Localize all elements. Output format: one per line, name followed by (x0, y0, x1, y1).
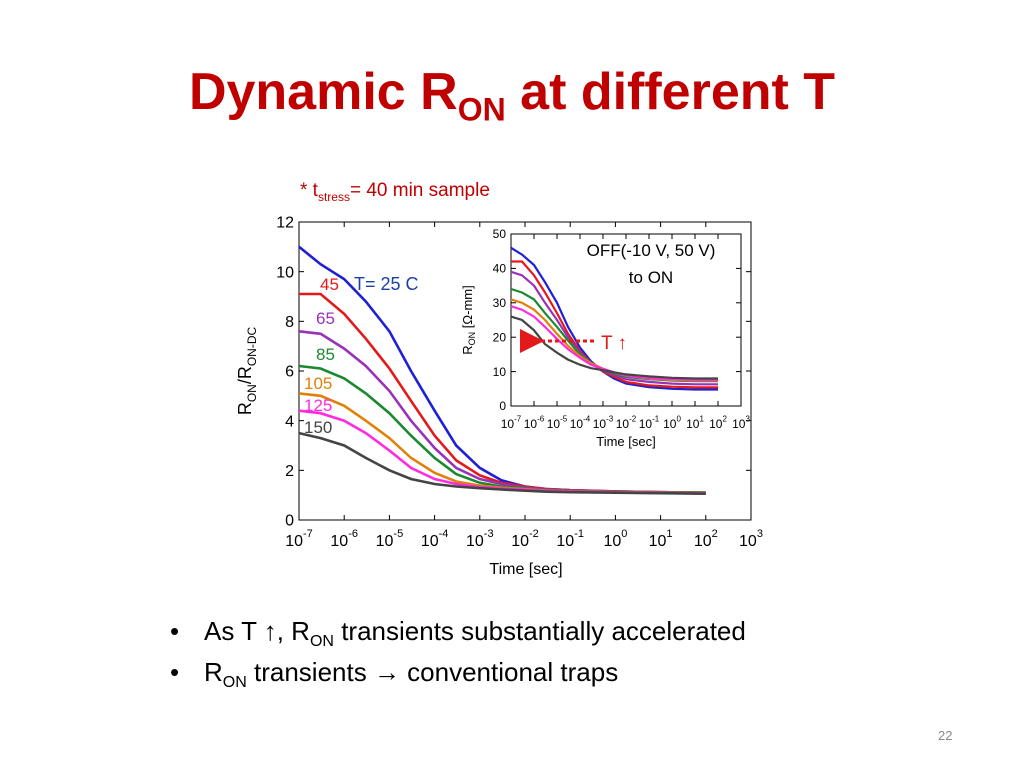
x-tick-label: 102 (709, 414, 727, 431)
main-x-ticks: 10-7 10-6 10-5 10-4 10-3 10-2 10-1 100 101 102 103 (285, 222, 763, 550)
y-tick-label: 2 (285, 463, 294, 480)
x-tick-label: 10-6 (524, 414, 545, 431)
y-tick-label: 0 (499, 399, 506, 413)
y-tick-label: 12 (276, 215, 294, 232)
condition-label: T= 25 C (354, 274, 419, 294)
inset-y-axis-label: RON [Ω-mm] (460, 285, 477, 354)
x-tick-label: 10-3 (593, 414, 614, 431)
x-tick-label: 10-1 (556, 528, 584, 550)
inset-annotation-line1: OFF(-10 V, 50 V) (587, 241, 716, 260)
y-label-slash-r: /R (235, 366, 255, 384)
title-subscript: ON (457, 91, 506, 128)
series-label: 45 (320, 275, 339, 294)
series-label: 125 (304, 396, 332, 415)
series-label: 105 (304, 374, 332, 393)
series-label: 65 (316, 309, 335, 328)
series-label: 85 (316, 345, 335, 364)
x-tick-label: 101 (686, 414, 704, 431)
y-tick-label: 6 (285, 364, 294, 381)
y-label-r: R (235, 402, 255, 415)
x-tick-label: 10-6 (330, 528, 358, 550)
x-tick-label: 10-1 (639, 414, 660, 431)
x-tick-label: 103 (739, 528, 763, 550)
bullet-subscript: ON (309, 633, 334, 651)
inset-x-ticks: 10-7 10-6 10-5 10-4 10-3 10-2 10-1 100 101 102 103 (501, 234, 750, 431)
page-number: 22 (938, 728, 953, 743)
series-label: 150 (304, 418, 332, 437)
y-tick-label: 30 (493, 296, 507, 310)
note-prefix: * t (300, 180, 318, 201)
stress-note: * tstress= 40 min sample (300, 180, 490, 204)
inset-chart: 0 10 20 30 40 50 10-7 10-6 10-5 10-4 10-3 10-2 10-1… (460, 227, 750, 449)
main-y-axis-label: RON/RON-DC (235, 327, 259, 416)
temperature-arrow-label: T ↑ (601, 333, 627, 354)
bullet-text: transients substantially accelerated (333, 616, 746, 646)
x-tick-label: 10-5 (547, 414, 568, 431)
bullet-item: RON transients → conventional traps (170, 657, 746, 692)
bullet-item: As T ↑, RON transients substantially acc… (170, 616, 746, 651)
title-main: Dynamic R (188, 63, 458, 121)
bullet-text: transients → conventional traps (246, 657, 619, 688)
inset-y-ticks: 0 10 20 30 40 50 (493, 227, 741, 413)
main-series-labels: 45 65 85 105 125 150 (304, 275, 339, 437)
x-tick-label: 10-7 (501, 414, 522, 431)
y-tick-label: 4 (285, 413, 294, 430)
series-line (298, 431, 706, 495)
y-tick-label: 50 (493, 227, 507, 241)
y-tick-label: 8 (285, 314, 294, 331)
inset-series-group (510, 246, 718, 391)
x-tick-label: 10-3 (466, 528, 494, 550)
slide-title: Dynamic RON at different T (0, 62, 1024, 128)
x-tick-label: 10-4 (421, 528, 449, 550)
bullet-text: As T ↑, R (204, 616, 310, 646)
inset-annotation-line2: to ON (629, 268, 673, 287)
y-tick-label: 20 (493, 330, 507, 344)
inset-y-label-unit: [Ω-mm] (460, 285, 475, 332)
x-tick-label: 10-2 (511, 528, 539, 550)
y-tick-label: 10 (493, 365, 507, 379)
main-y-ticks: 0 2 4 6 8 10 12 (276, 215, 751, 530)
x-tick-label: 10-4 (570, 414, 591, 431)
inset-y-label-r: R (460, 345, 475, 354)
main-x-axis-label: Time [sec] (489, 561, 562, 578)
main-series-group (298, 245, 706, 495)
y-label-on: ON (245, 384, 259, 402)
inset-y-label-on: ON (467, 332, 477, 346)
x-tick-label: 101 (649, 528, 673, 550)
x-tick-label: 100 (663, 414, 681, 431)
title-rest: at different T (505, 63, 836, 121)
bullet-subscript: ON (222, 674, 247, 692)
bullet-list: As T ↑, RON transients substantially acc… (170, 616, 746, 698)
x-tick-label: 10-7 (285, 528, 313, 550)
bullet-text: R (204, 657, 223, 688)
x-tick-label: 10-5 (376, 528, 404, 550)
y-tick-label: 10 (276, 264, 294, 281)
x-tick-label: 100 (603, 528, 627, 550)
y-tick-label: 40 (493, 262, 507, 276)
x-tick-label: 103 (732, 414, 750, 431)
x-tick-label: 10-2 (616, 414, 637, 431)
note-rest: = 40 min sample (349, 180, 490, 201)
series-line (510, 246, 718, 391)
x-tick-label: 102 (694, 528, 718, 550)
series-line (510, 305, 718, 381)
y-tick-label: 0 (285, 513, 294, 530)
y-label-on-dc: ON-DC (245, 327, 259, 367)
inset-x-axis-label: Time [sec] (596, 434, 655, 449)
note-subscript: stress (317, 189, 350, 204)
